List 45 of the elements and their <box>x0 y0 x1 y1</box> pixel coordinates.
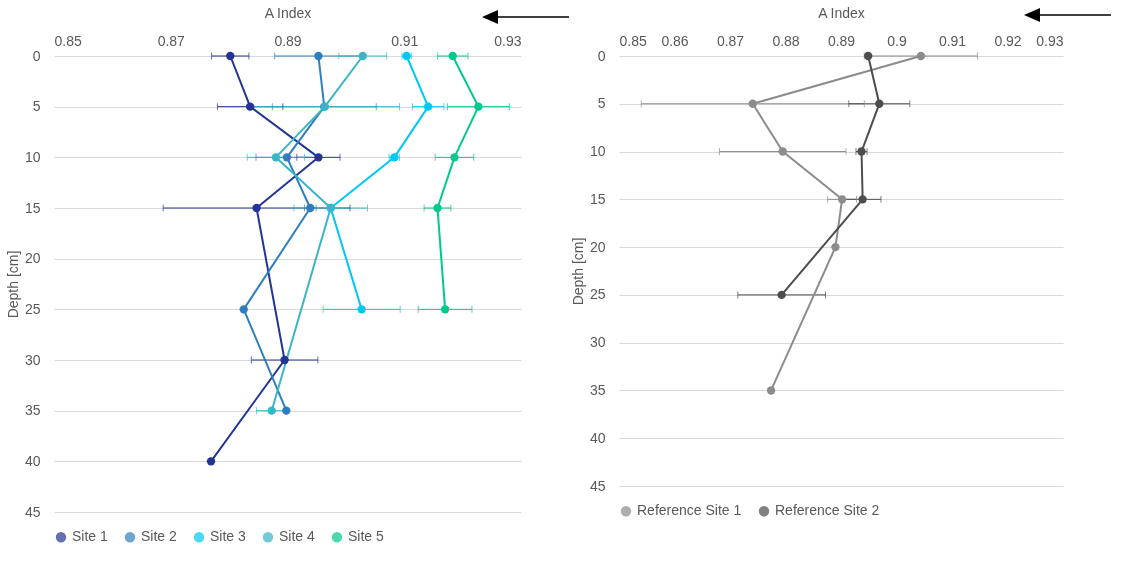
x-tick-label: 0.91 <box>938 32 967 49</box>
x-tick-label: 0.89 <box>827 32 856 49</box>
y-tick-label: 10 <box>589 143 606 160</box>
x-tick-label: 0.89 <box>274 32 302 49</box>
x-tick-label: 0.9 <box>887 32 907 49</box>
x-tick-label: 0.86 <box>661 32 689 49</box>
x-tick-label: 0.85 <box>619 32 647 49</box>
y-tick-label: 40 <box>589 429 606 446</box>
y-tick-label: 15 <box>589 190 606 207</box>
x-tick-label: 0.87 <box>716 32 745 49</box>
y-tick-label: 35 <box>24 402 41 419</box>
y-tick-label: 25 <box>589 286 606 303</box>
x-axis-title: A Index <box>818 4 865 21</box>
y-tick-label: 10 <box>24 148 41 165</box>
y-tick-label: 35 <box>589 381 606 398</box>
y-tick-label: 0 <box>597 47 606 64</box>
legend-label: Reference Site 2 <box>775 502 880 519</box>
y-tick-label: 30 <box>589 334 606 351</box>
y-tick-label: 15 <box>24 199 41 216</box>
x-tick-label: 0.92 <box>994 32 1022 49</box>
y-tick-label: 45 <box>24 503 41 520</box>
legend-label: Site 1 <box>72 528 109 545</box>
x-tick-label: 0.93 <box>494 32 522 49</box>
legend-label: Site 2 <box>141 528 178 545</box>
y-axis-title: Depth [cm] <box>4 250 21 319</box>
legend-label: Site 3 <box>210 528 247 545</box>
x-tick-label: 0.85 <box>54 32 82 49</box>
y-tick-label: 40 <box>24 452 41 469</box>
y-tick-label: 5 <box>597 95 606 112</box>
y-tick-label: 5 <box>32 98 41 115</box>
y-tick-label: 30 <box>24 351 41 368</box>
x-tick-label: 0.87 <box>157 32 186 49</box>
y-axis-title: Depth [cm] <box>569 237 586 306</box>
y-tick-label: 45 <box>589 477 606 494</box>
x-tick-label: 0.88 <box>772 32 800 49</box>
y-tick-label: 0 <box>32 47 41 64</box>
legend-label: Site 5 <box>348 528 385 545</box>
x-axis-title: A Index <box>264 4 312 21</box>
legend-label: Reference Site 1 <box>637 502 742 519</box>
x-tick-label: 0.91 <box>391 32 419 49</box>
x-tick-label: 0.93 <box>1036 32 1064 49</box>
legend-label: Site 4 <box>279 528 316 545</box>
y-tick-label: 20 <box>24 250 41 267</box>
y-tick-label: 25 <box>24 300 41 317</box>
y-tick-label: 20 <box>589 238 606 255</box>
